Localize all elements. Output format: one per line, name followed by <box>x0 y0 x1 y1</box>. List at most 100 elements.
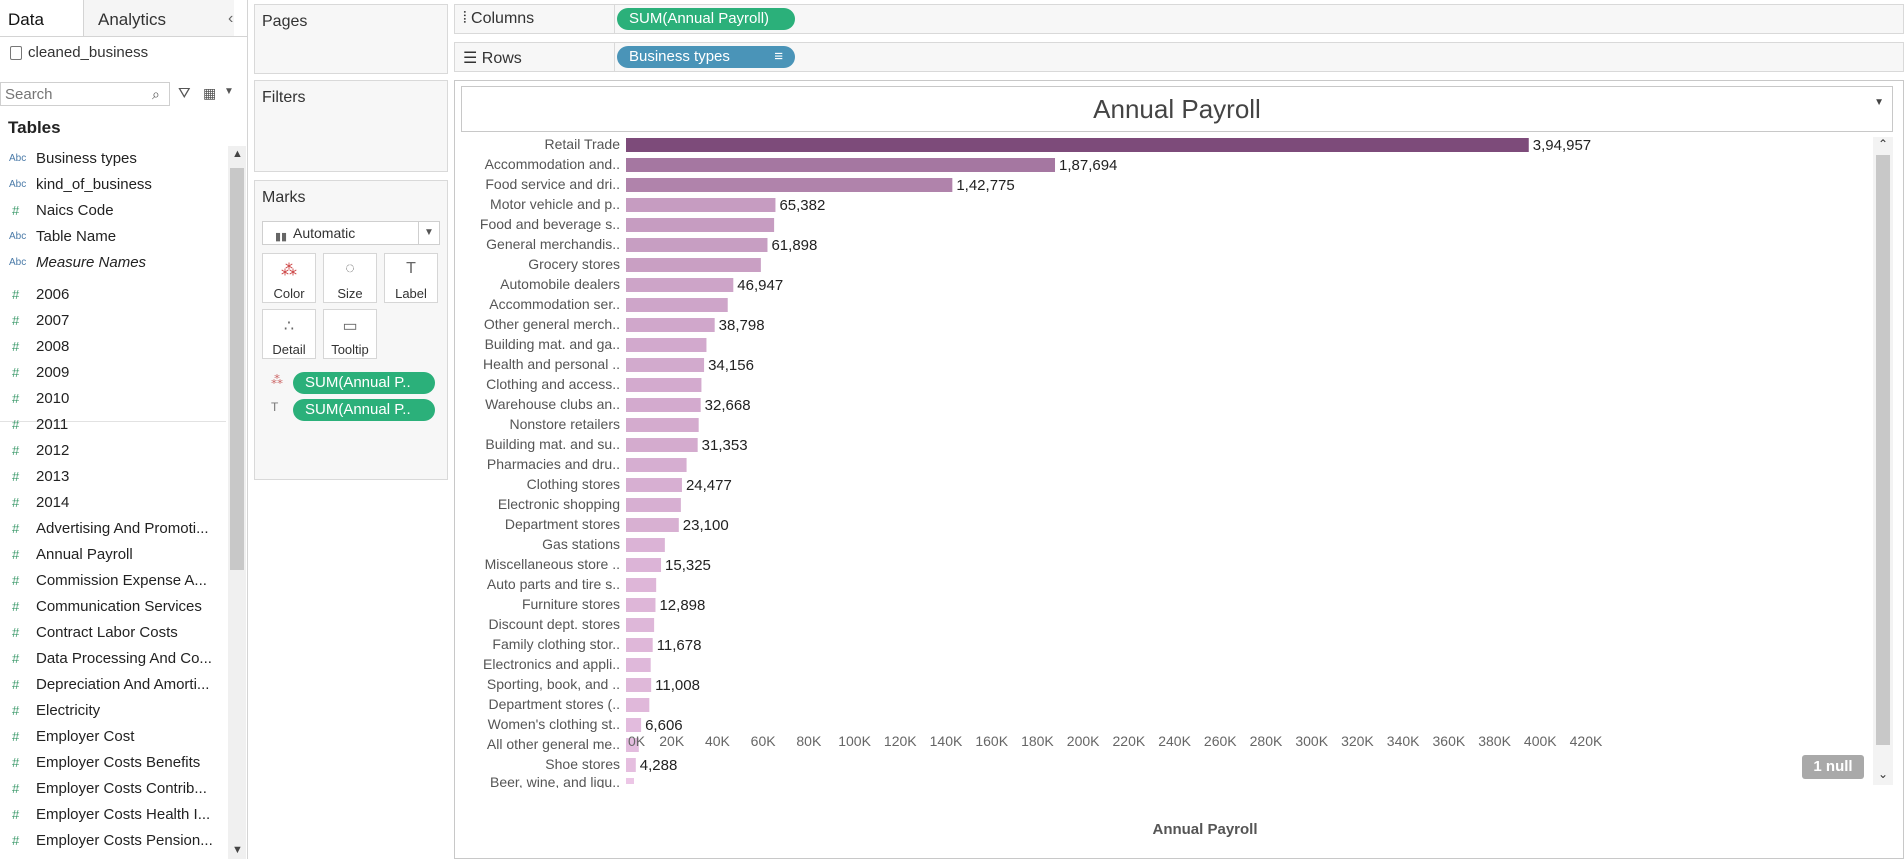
category-label[interactable]: Clothing and access.. <box>486 376 620 392</box>
bar[interactable] <box>626 778 634 784</box>
bar[interactable] <box>626 478 682 492</box>
label-button[interactable]: T Label <box>384 253 438 303</box>
category-label[interactable]: Warehouse clubs an.. <box>485 396 620 412</box>
field-item[interactable]: #2009 <box>0 360 226 386</box>
field-item[interactable]: # Communication Services <box>0 594 226 620</box>
category-label[interactable]: Women's clothing st.. <box>488 716 620 732</box>
field-item[interactable]: # Employer Costs Contrib... <box>0 776 226 802</box>
field-item[interactable]: # Employer Costs Pension... <box>0 828 226 854</box>
view-grid-icon[interactable]: ▦ <box>203 85 217 101</box>
category-label[interactable]: General merchandis.. <box>486 236 620 252</box>
bar[interactable] <box>626 258 761 272</box>
bar[interactable] <box>626 718 642 732</box>
field-item[interactable]: # Employer Costs Health I... <box>0 802 226 828</box>
bar[interactable] <box>626 498 681 512</box>
category-label[interactable]: Shoe stores <box>545 756 620 772</box>
field-item[interactable]: # Electricity <box>0 698 226 724</box>
filter-icon[interactable]: ⛛ <box>178 85 191 102</box>
pages-shelf[interactable]: Pages <box>254 4 448 74</box>
chart-title-box[interactable]: Annual Payroll ▼ <box>461 86 1893 132</box>
bar[interactable] <box>626 298 728 312</box>
field-item[interactable]: Abc kind_of_business <box>0 172 226 198</box>
category-label[interactable]: Furniture stores <box>522 596 620 612</box>
field-item[interactable]: #2012 <box>0 438 226 464</box>
bar[interactable] <box>626 418 699 432</box>
category-label[interactable]: Family clothing stor.. <box>492 636 620 652</box>
category-label[interactable]: Miscellaneous store .. <box>485 556 620 572</box>
field-item[interactable]: # Annual Payroll <box>0 542 226 568</box>
tooltip-button[interactable]: ▭ Tooltip <box>323 309 377 359</box>
search-icon[interactable]: ⌕ <box>152 86 160 102</box>
rows-pill[interactable]: Business types ≡ <box>617 46 795 68</box>
category-label[interactable]: Discount dept. stores <box>488 616 620 632</box>
category-label[interactable]: Building mat. and su.. <box>485 436 620 452</box>
bar[interactable] <box>626 358 705 372</box>
bar[interactable] <box>626 398 701 412</box>
bar[interactable] <box>626 338 707 352</box>
bar[interactable] <box>626 538 665 552</box>
bar[interactable] <box>626 378 702 392</box>
category-label[interactable]: All other general me.. <box>487 736 620 752</box>
scrollbar-thumb[interactable] <box>230 168 244 570</box>
field-item[interactable]: #2011 <box>0 412 226 438</box>
mark-type-dropdown[interactable]: ▮▮ Automatic ▼ <box>262 221 440 245</box>
bar[interactable] <box>626 618 655 632</box>
field-item[interactable]: # Employer Costs Benefits <box>0 750 226 776</box>
detail-button[interactable]: ∴ Detail <box>262 309 316 359</box>
bar[interactable] <box>626 518 679 532</box>
field-item[interactable]: # Naics Code <box>0 198 226 224</box>
bar[interactable] <box>626 638 653 652</box>
size-button[interactable]: ◌ Size <box>323 253 377 303</box>
bar[interactable] <box>626 198 776 212</box>
category-label[interactable]: Accommodation and.. <box>485 156 620 172</box>
bar[interactable] <box>626 218 775 232</box>
field-item[interactable]: Abc Business types <box>0 146 226 172</box>
category-label[interactable]: Automobile dealers <box>500 276 620 292</box>
category-label[interactable]: Beer, wine, and liqu.. <box>490 774 620 790</box>
field-item[interactable]: #2008 <box>0 334 226 360</box>
bar[interactable] <box>626 578 657 592</box>
field-item[interactable]: # Advertising And Promoti... <box>0 516 226 542</box>
category-label[interactable]: Health and personal .. <box>483 356 620 372</box>
bar[interactable] <box>626 758 636 772</box>
category-label[interactable]: Electronics and appli.. <box>483 656 620 672</box>
chevron-down-icon[interactable]: ▼ <box>418 222 439 244</box>
bar[interactable] <box>626 158 1056 172</box>
field-item[interactable]: #2013 <box>0 464 226 490</box>
field-item[interactable]: # Depreciation And Amorti... <box>0 672 226 698</box>
bar[interactable] <box>626 238 768 252</box>
chevron-down-icon[interactable]: ▼ <box>224 86 234 97</box>
sort-icon[interactable]: ≡ <box>774 48 783 65</box>
marks-color-pill[interactable]: SUM(Annual P.. <box>293 372 435 394</box>
bar[interactable] <box>626 458 687 472</box>
category-label[interactable]: Accommodation ser.. <box>489 296 620 312</box>
datasource-item[interactable]: cleaned_business <box>10 44 148 61</box>
bar[interactable] <box>626 658 651 672</box>
field-item[interactable]: # Contract Labor Costs <box>0 620 226 646</box>
category-label[interactable]: Electronic shopping <box>498 496 620 512</box>
category-label[interactable]: Nonstore retailers <box>510 416 621 432</box>
field-item[interactable]: Abc Measure Names <box>0 250 226 276</box>
tab-data[interactable]: Data <box>0 0 84 36</box>
field-item[interactable]: #2007 <box>0 308 226 334</box>
field-item[interactable]: # Commission Expense A... <box>0 568 226 594</box>
columns-shelf[interactable]: ⦙ Columns SUM(Annual Payroll) <box>454 4 1904 34</box>
category-label[interactable]: Building mat. and ga.. <box>485 336 620 352</box>
bar[interactable] <box>626 178 953 192</box>
category-label[interactable]: Pharmacies and dru.. <box>487 456 620 472</box>
rows-shelf[interactable]: ☰ Rows Business types ≡ <box>454 42 1904 72</box>
category-label[interactable]: Grocery stores <box>528 256 620 272</box>
category-label[interactable]: Department stores (.. <box>489 696 621 712</box>
marks-label-pill[interactable]: SUM(Annual P.. <box>293 399 435 421</box>
tab-analytics[interactable]: Analytics <box>84 0 234 36</box>
field-item[interactable]: # Data Processing And Co... <box>0 646 226 672</box>
category-label[interactable]: Clothing stores <box>527 476 620 492</box>
category-label[interactable]: Gas stations <box>542 536 620 552</box>
field-item[interactable]: # Employer Cost <box>0 724 226 750</box>
bar[interactable] <box>626 138 1529 152</box>
field-item[interactable]: Abc Table Name <box>0 224 226 250</box>
category-label[interactable]: Retail Trade <box>545 136 621 152</box>
bar[interactable] <box>626 698 650 712</box>
collapse-pane-icon[interactable]: ‹ <box>228 10 234 27</box>
category-label[interactable]: Food service and dri.. <box>485 176 620 192</box>
